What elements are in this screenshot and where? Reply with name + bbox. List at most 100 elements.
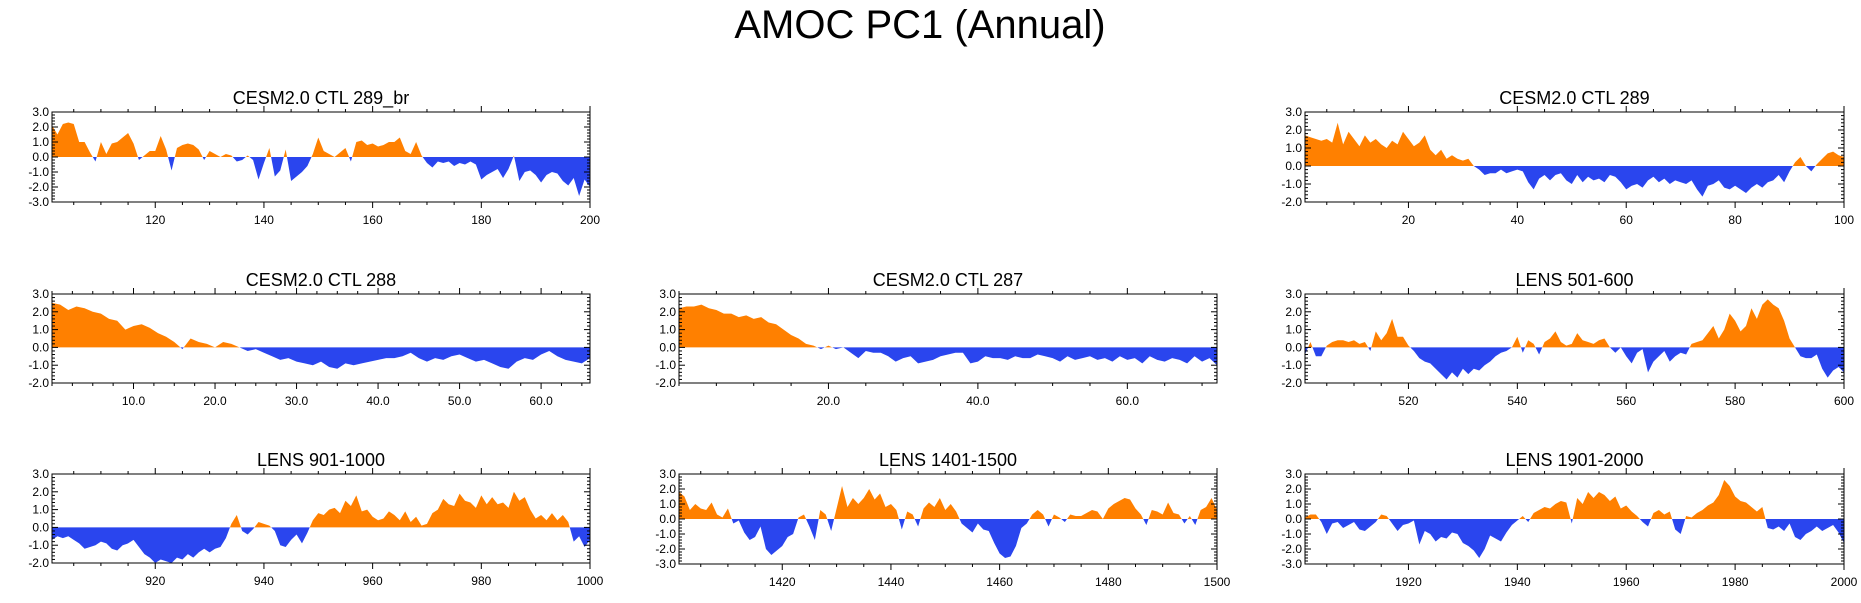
y-tick-label: 1.0 [1285, 497, 1302, 511]
figure-title: AMOC PC1 (Annual) [734, 3, 1105, 47]
y-tick-label: 2.0 [1285, 482, 1302, 496]
panel-lens-1901-2000: LENS 1901-2000 3.02.01.00.0-1.0-2.0-3.0 19… [1281, 450, 1857, 589]
y-tick-label: 1.0 [1285, 141, 1302, 155]
y-tick-label: 3.0 [1285, 467, 1302, 481]
negative-area [1473, 166, 1816, 197]
y-tick-label: 0.0 [1285, 512, 1302, 526]
panel-cesm2-ctl-287: CESM2.0 CTL 287 3.0 2.0 1.0 0.0 -1.0 -2.0 20.0 4… [655, 270, 1218, 408]
y-tick-label: -2.0 [1281, 542, 1302, 556]
y-tick-label: -2.0 [28, 180, 49, 194]
negative-area [180, 347, 590, 369]
x-tick-label: 160 [363, 213, 383, 227]
x-tick-label: 1460 [986, 575, 1013, 589]
plot-frame [51, 293, 591, 384]
y-tick-label: 2.0 [1285, 305, 1302, 319]
y-tick-label: -2.0 [655, 376, 676, 390]
x-tick-label: 2000 [1831, 575, 1858, 589]
panel-title: CESM2.0 CTL 288 [246, 270, 396, 290]
x-tick-label: 960 [363, 574, 383, 588]
x-tick-label: 1440 [878, 575, 905, 589]
y-tick-label: 1.0 [659, 497, 676, 511]
positive-area [1305, 480, 1766, 519]
y-tick-label: 1.0 [32, 323, 49, 337]
y-tick-label: 3.0 [32, 105, 49, 119]
y-tick-label: 1.0 [32, 135, 49, 149]
y-tick-label: 2.0 [32, 120, 49, 134]
y-tick-label: 2.0 [32, 485, 49, 499]
y-tick-label: -2.0 [1281, 376, 1302, 390]
panel-title: LENS 1401-1500 [879, 450, 1017, 470]
y-tick-label: -1.0 [1281, 358, 1302, 372]
panel-title: CESM2.0 CTL 287 [873, 270, 1023, 290]
negative-area [731, 519, 1198, 558]
y-tick-label: -1.0 [28, 538, 49, 552]
x-tick-label: 50.0 [448, 394, 472, 408]
x-tick-label: 140 [254, 213, 274, 227]
y-tick-label: 0.0 [1285, 159, 1302, 173]
x-tick-label: 60 [1620, 213, 1634, 227]
y-tick-label: -2.0 [28, 556, 49, 570]
x-tick-label: 20.0 [203, 394, 227, 408]
x-tick-label: 560 [1616, 394, 1636, 408]
x-tick-label: 20 [1402, 213, 1416, 227]
plot-frame [1304, 111, 1845, 203]
x-tick-label: 20.0 [817, 394, 841, 408]
plot-frame [1304, 293, 1845, 384]
panel-lens-501-600: LENS 501-600 3.0 2.0 1.0 0.0 -1.0 -2.0 520 540 56… [1281, 270, 1854, 408]
y-tick-label: 3.0 [659, 287, 676, 301]
x-tick-label: 520 [1398, 394, 1418, 408]
x-tick-label: 40.0 [966, 394, 990, 408]
x-tick-label: 1960 [1613, 575, 1640, 589]
y-tick-label: -2.0 [1281, 195, 1302, 209]
y-tick-label: -1.0 [655, 358, 676, 372]
negative-area [92, 157, 590, 196]
panel-title: LENS 1901-2000 [1505, 450, 1643, 470]
x-tick-label: 60.0 [529, 394, 553, 408]
y-tick-label: 2.0 [659, 482, 676, 496]
positive-area [52, 302, 240, 348]
x-tick-label: 200 [580, 213, 600, 227]
x-tick-label: 920 [145, 574, 165, 588]
x-tick-label: 1920 [1395, 575, 1422, 589]
y-tick-label: 1.0 [1285, 323, 1302, 337]
x-tick-label: 80 [1728, 213, 1742, 227]
plot-frame [678, 293, 1218, 384]
x-tick-label: 40 [1511, 213, 1525, 227]
x-tick-label: 40.0 [366, 394, 390, 408]
panel-title: LENS 501-600 [1515, 270, 1633, 290]
y-tick-label: 3.0 [1285, 287, 1302, 301]
negative-area [1305, 347, 1844, 380]
x-tick-label: 940 [254, 574, 274, 588]
y-tick-label: -2.0 [28, 376, 49, 390]
y-tick-label: 1.0 [659, 323, 676, 337]
y-tick-label: 0.0 [1285, 340, 1302, 354]
panel-cesm2-ctl-289-br: CESM2.0 CTL 289_br 3.02.01.00.0-1.0-2.0-3… [28, 88, 600, 227]
y-tick-label: 1.0 [32, 503, 49, 517]
panel-title: CESM2.0 CTL 289 [1499, 88, 1649, 108]
y-tick-label: -2.0 [655, 542, 676, 556]
x-tick-label: 180 [471, 213, 491, 227]
x-tick-label: 100 [1834, 213, 1854, 227]
y-tick-label: 2.0 [659, 305, 676, 319]
y-tick-label: 3.0 [1285, 105, 1302, 119]
plot-frame [51, 473, 591, 564]
x-tick-label: 120 [145, 213, 165, 227]
x-tick-label: 60.0 [1116, 394, 1140, 408]
positive-area [1308, 299, 1795, 348]
x-tick-label: 1000 [577, 574, 604, 588]
y-tick-label: -1.0 [28, 358, 49, 372]
positive-area [679, 304, 833, 348]
negative-area [817, 347, 1217, 366]
x-tick-label: 1940 [1504, 575, 1531, 589]
y-tick-label: 2.0 [1285, 123, 1302, 137]
x-tick-label: 540 [1507, 394, 1527, 408]
y-tick-label: 0.0 [32, 150, 49, 164]
y-tick-label: 0.0 [32, 520, 49, 534]
y-tick-label: 3.0 [659, 467, 676, 481]
y-tick-label: -3.0 [28, 195, 49, 209]
panel-lens-901-1000: LENS 901-1000 3.0 2.0 1.0 0.0 -1.0 -2.0 920 940 9… [28, 450, 603, 588]
y-tick-label: 0.0 [659, 340, 676, 354]
panel-lens-1401-1500: LENS 1401-1500 3.02.01.00.0-1.0-2.0-3.0 14… [655, 450, 1230, 589]
y-tick-label: 3.0 [32, 287, 49, 301]
y-tick-label: -1.0 [655, 527, 676, 541]
